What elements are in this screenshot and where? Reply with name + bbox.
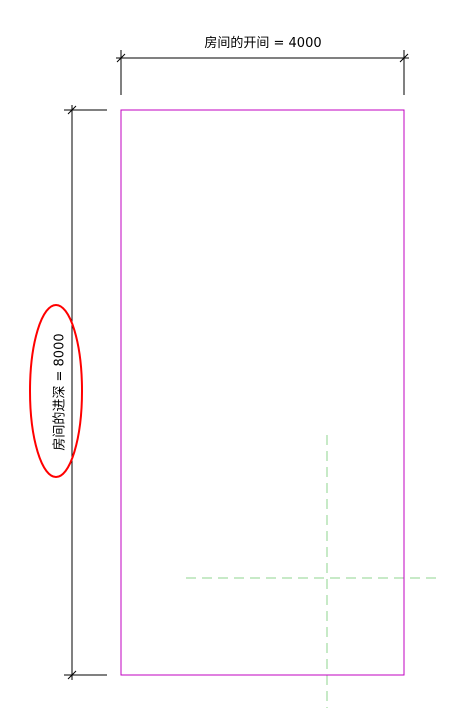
depth-tick-bottom — [67, 670, 77, 680]
depth-dimension[interactable]: 房间的进深 = 8000 — [52, 105, 108, 680]
highlight-ellipse — [29, 304, 83, 478]
depth-tick-top — [67, 105, 77, 115]
width-tick-right — [399, 53, 409, 63]
width-dimension[interactable]: 房间的开间 = 4000 — [116, 35, 409, 95]
depth-dimension-label: 房间的进深 = 8000 — [52, 333, 68, 450]
reference-lines — [186, 435, 440, 708]
width-dimension-label: 房间的开间 = 4000 — [204, 35, 321, 51]
width-tick-left — [116, 53, 126, 63]
room-outline[interactable] — [120, 109, 405, 676]
